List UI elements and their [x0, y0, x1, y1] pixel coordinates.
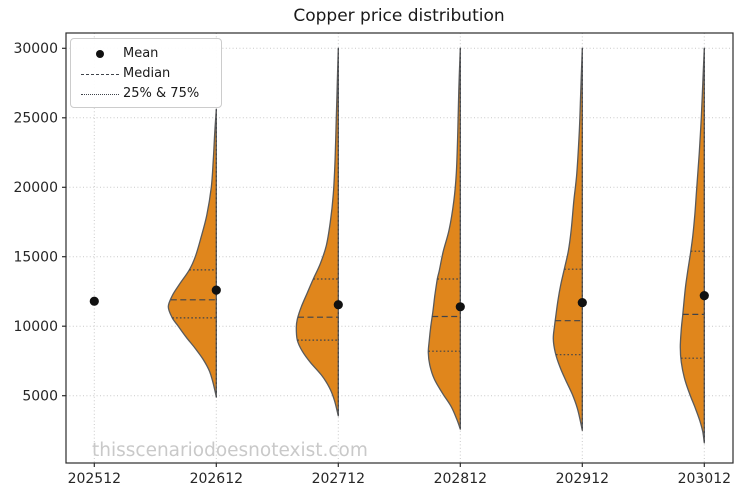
legend-label-mean: Mean	[123, 46, 159, 61]
y-tick-label: 5000	[22, 389, 58, 405]
legend-marker-cell	[77, 50, 123, 58]
violin-202812	[427, 47, 461, 430]
mean-dot-202512	[89, 296, 99, 306]
x-tick-label: 203012	[678, 471, 731, 487]
legend-item-mean: Mean	[77, 44, 215, 64]
legend-label-median: Median	[123, 66, 171, 81]
axes-layer: 5000 10000 15000 20000 25000 30000 202512 20261…	[13, 32, 734, 487]
violin-202612	[167, 108, 217, 398]
chart-title: Copper price distribution	[293, 6, 504, 26]
legend-label-quartiles: 25% & 75%	[123, 86, 200, 101]
y-tick-label: 30000	[13, 41, 58, 57]
legend-marker-cell	[77, 73, 123, 75]
violin-202912	[552, 47, 583, 432]
mean-dot-202812	[455, 302, 465, 312]
mean-dot-203012	[699, 291, 709, 301]
x-tick-label: 202812	[434, 471, 487, 487]
legend-item-median: Median	[77, 64, 215, 84]
x-tick-label: 202612	[190, 471, 243, 487]
x-tick-label: 202512	[68, 471, 121, 487]
violin-203012	[679, 47, 705, 444]
mean-dot-202712	[333, 300, 343, 310]
plot-border	[65, 32, 734, 464]
legend-item-quartiles: 25% & 75%	[77, 84, 215, 104]
x-tick-label: 202712	[312, 471, 365, 487]
y-tick-label: 20000	[13, 180, 58, 196]
mean-marker-icon	[96, 50, 104, 58]
violins-layer	[89, 47, 709, 444]
quartiles-marker-icon	[81, 93, 119, 95]
mean-dot-202912	[577, 298, 587, 308]
x-tick-label: 202912	[556, 471, 609, 487]
y-tick-label: 15000	[13, 250, 58, 266]
legend-marker-cell	[77, 93, 123, 95]
y-tick-label: 25000	[13, 111, 58, 127]
median-marker-icon	[81, 73, 119, 75]
legend: Mean Median 25% & 75%	[70, 38, 222, 108]
violin-202712	[295, 47, 339, 417]
watermark: thisscenariodoesnotexist.com	[92, 440, 368, 461]
y-tick-label: 10000	[13, 319, 58, 335]
mean-dot-202612	[211, 285, 221, 295]
